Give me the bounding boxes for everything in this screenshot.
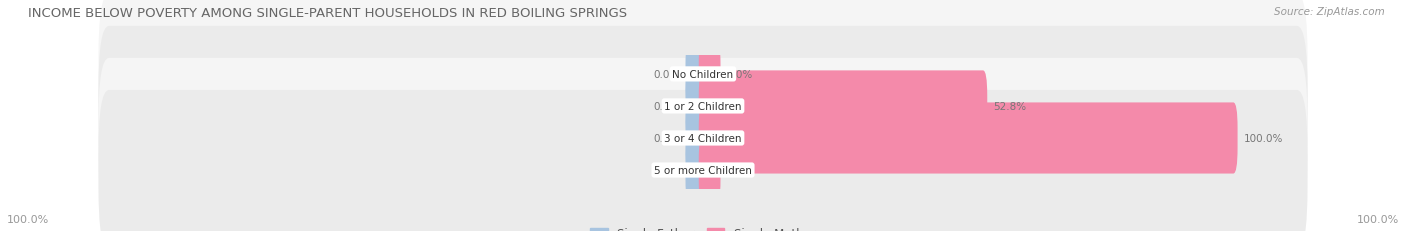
FancyBboxPatch shape (686, 39, 707, 110)
Text: 0.0%: 0.0% (652, 165, 679, 175)
FancyBboxPatch shape (98, 59, 1308, 218)
FancyBboxPatch shape (98, 0, 1308, 154)
Text: 0.0%: 0.0% (652, 101, 679, 112)
FancyBboxPatch shape (686, 103, 707, 174)
FancyBboxPatch shape (699, 39, 720, 110)
Text: No Children: No Children (672, 70, 734, 79)
Text: 5 or more Children: 5 or more Children (654, 165, 752, 175)
Text: 0.0%: 0.0% (652, 133, 679, 143)
FancyBboxPatch shape (699, 103, 1237, 174)
Text: 0.0%: 0.0% (727, 165, 754, 175)
FancyBboxPatch shape (699, 71, 987, 142)
Text: 1 or 2 Children: 1 or 2 Children (664, 101, 742, 112)
FancyBboxPatch shape (98, 27, 1308, 186)
Legend: Single Father, Single Mother: Single Father, Single Mother (591, 227, 815, 231)
FancyBboxPatch shape (686, 71, 707, 142)
Text: 3 or 4 Children: 3 or 4 Children (664, 133, 742, 143)
Text: 52.8%: 52.8% (994, 101, 1026, 112)
FancyBboxPatch shape (699, 135, 720, 206)
Text: 100.0%: 100.0% (7, 214, 49, 224)
Text: INCOME BELOW POVERTY AMONG SINGLE-PARENT HOUSEHOLDS IN RED BOILING SPRINGS: INCOME BELOW POVERTY AMONG SINGLE-PARENT… (28, 7, 627, 20)
Text: 100.0%: 100.0% (1244, 133, 1284, 143)
Text: 0.0%: 0.0% (727, 70, 754, 79)
Text: Source: ZipAtlas.com: Source: ZipAtlas.com (1274, 7, 1385, 17)
FancyBboxPatch shape (98, 91, 1308, 231)
FancyBboxPatch shape (686, 135, 707, 206)
Text: 100.0%: 100.0% (1357, 214, 1399, 224)
Text: 0.0%: 0.0% (652, 70, 679, 79)
